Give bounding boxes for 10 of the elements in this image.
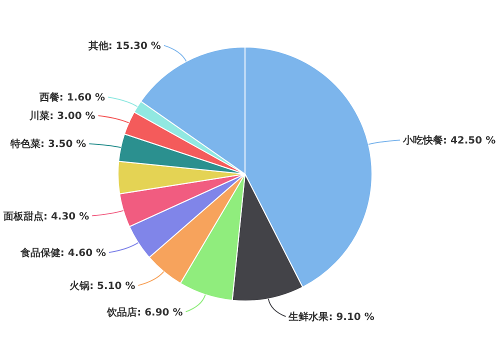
slice-label: 特色菜: 3.50 % [10,138,86,150]
slice-label: 西餐: 1.60 % [38,92,106,104]
slice-label: 火锅: 5.10 % [70,280,136,292]
slice-label: 生鲜水果: 9.10 % [288,311,374,324]
slice-label: 饮品店: 6.90 % [106,306,183,318]
slice-label: 面板甜点: 4.30 % [2,210,90,222]
slice-label: 食品保健: 4.60 % [19,246,106,259]
slice-label: 小吃快餐: 42.50 % [402,134,496,147]
slice-label: 川菜: 3.00 % [28,110,96,122]
slice-label: 其他: 15.30 % [87,40,161,52]
